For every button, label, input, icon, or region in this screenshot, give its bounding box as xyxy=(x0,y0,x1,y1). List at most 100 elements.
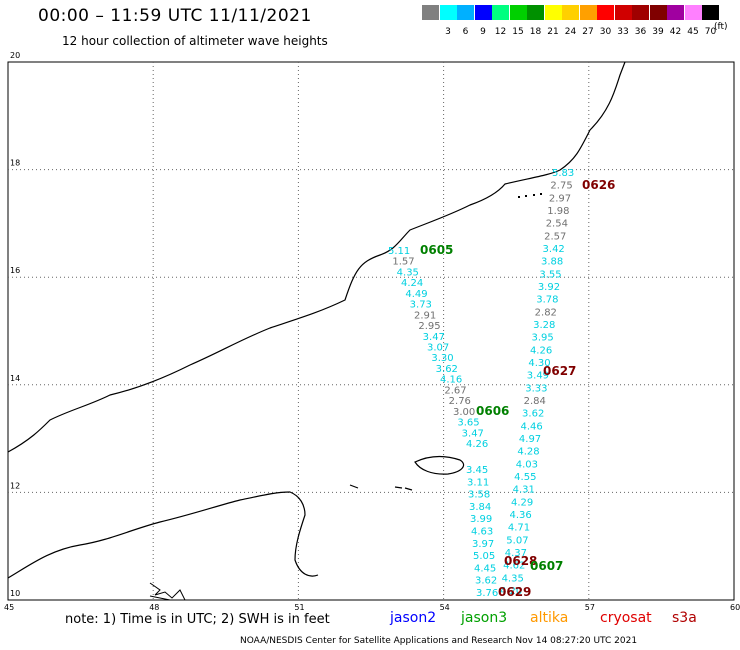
swh-value: 2.54 xyxy=(546,219,568,230)
lon-label: 54 xyxy=(440,603,450,612)
lon-label: 45 xyxy=(4,603,14,612)
lon-label: 48 xyxy=(149,603,159,612)
swh-value: 3.07 xyxy=(427,343,449,354)
legend-label: 12 xyxy=(494,27,507,37)
swh-value: 5.05 xyxy=(473,551,495,562)
lat-label: 20 xyxy=(10,51,20,60)
legend-swatch xyxy=(457,5,474,20)
swh-value: 2.57 xyxy=(544,231,566,242)
legend-label: 18 xyxy=(529,27,542,37)
somali-coast xyxy=(7,491,319,579)
swh-value: 4.16 xyxy=(440,375,462,386)
legend-swatch xyxy=(509,5,527,20)
swh-value: 4.30 xyxy=(528,358,550,369)
pass-time-label: 0628 xyxy=(504,554,537,568)
swh-value: 1.98 xyxy=(547,206,569,217)
swh-value: 2.95 xyxy=(418,321,440,332)
legend-swatch xyxy=(702,5,719,20)
swh-value: 2.84 xyxy=(524,396,546,407)
swh-value: 4.28 xyxy=(517,447,539,458)
pass-time-label: 0626 xyxy=(582,178,615,192)
pass-time-label: 0627 xyxy=(543,364,576,378)
swh-value: 5.11 xyxy=(388,246,410,257)
swh-value: 3.62 xyxy=(436,364,458,375)
swh-value: 3.62 xyxy=(522,409,544,420)
swh-value: 3.47 xyxy=(462,428,484,439)
legend-label: 3 xyxy=(445,27,451,37)
legend-swatch xyxy=(439,5,457,20)
swh-value: 3.33 xyxy=(525,383,547,394)
swh-value: 3.95 xyxy=(532,333,554,344)
swh-value: 4.24 xyxy=(401,278,423,289)
legend-label: 24 xyxy=(564,27,577,37)
page-title: 00:00 – 11:59 UTC 11/11/2021 xyxy=(38,6,312,26)
footer-note: note: 1) Time is in UTC; 2) SWH is in fe… xyxy=(65,612,330,627)
arabian-coast xyxy=(7,61,626,453)
footer-credit: NOAA/NESDIS Center for Satellite Applica… xyxy=(240,636,638,646)
legend-swatch xyxy=(562,5,579,20)
legend-swatch xyxy=(527,5,544,20)
swh-value: 3.11 xyxy=(467,477,489,488)
swh-value: 3.30 xyxy=(431,353,453,364)
pass-time-label: 0606 xyxy=(476,404,509,418)
altimeter-tracks: 5.111.574.354.244.493.732.912.953.473.07… xyxy=(388,168,615,599)
legend-label: 42 xyxy=(669,27,682,37)
swh-value: 4.97 xyxy=(519,434,541,445)
legend-swatch xyxy=(684,5,702,20)
swh-value: 2.91 xyxy=(414,310,436,321)
swh-value: 3.45 xyxy=(466,465,488,476)
swh-value: 4.26 xyxy=(530,345,552,356)
lat-label: 18 xyxy=(10,159,20,168)
swh-value: 3.99 xyxy=(470,514,492,525)
legend-swatch xyxy=(492,5,509,20)
swh-value: 3.42 xyxy=(543,244,565,255)
swh-value: 2.97 xyxy=(549,193,571,204)
swh-value: 5.07 xyxy=(506,535,528,546)
swh-value: 4.46 xyxy=(520,421,542,432)
swh-value: 3.97 xyxy=(472,539,494,550)
swh-value: 3.55 xyxy=(539,269,561,280)
swh-value: 4.45 xyxy=(474,563,496,574)
swh-value: 4.36 xyxy=(509,510,531,521)
swh-value: 2.67 xyxy=(444,385,466,396)
legend-label: 33 xyxy=(617,27,629,37)
swh-value: 4.35 xyxy=(397,267,419,278)
mission-label: s3a xyxy=(672,610,697,626)
swh-value: 4.55 xyxy=(514,472,536,483)
legend-swatch xyxy=(422,5,439,20)
legend-swatch xyxy=(667,5,684,20)
swh-value: 3.73 xyxy=(410,300,432,311)
legend-label: 9 xyxy=(480,27,486,37)
swh-value: 4.49 xyxy=(405,289,427,300)
swh-value: 4.62 xyxy=(503,561,525,572)
legend-swatch xyxy=(597,5,614,20)
lon-label: 51 xyxy=(294,603,304,612)
legend-label: 39 xyxy=(652,27,664,37)
coastline xyxy=(7,61,626,601)
map-frame xyxy=(7,61,735,601)
swh-value: 3.76 xyxy=(476,588,498,599)
swh-value: 3.47 xyxy=(423,332,445,343)
page-subtitle: 12 hour collection of altimeter wave hei… xyxy=(62,34,328,48)
swh-value: 5.83 xyxy=(552,168,574,179)
legend-label: 36 xyxy=(634,27,647,37)
swh-value: 4.29 xyxy=(511,497,533,508)
pass-time-label: 0629 xyxy=(498,585,531,599)
mission-label: cryosat xyxy=(600,610,652,626)
legend-swatch xyxy=(649,5,667,20)
lat-label: 12 xyxy=(10,481,20,490)
legend-label: 45 xyxy=(687,27,699,37)
mission-label: jason2 xyxy=(390,610,437,626)
swh-value: 3.58 xyxy=(468,490,490,501)
small-islands xyxy=(349,484,413,491)
coastal-reef xyxy=(149,582,186,601)
legend-label: 6 xyxy=(462,27,469,37)
legend-swatch xyxy=(614,5,632,20)
pass-time-label: 0607 xyxy=(530,559,563,573)
swh-value: 3.78 xyxy=(536,295,558,306)
legend-swatch xyxy=(579,5,597,20)
legend-label: 15 xyxy=(512,27,524,37)
swh-value: 1.57 xyxy=(392,257,414,268)
